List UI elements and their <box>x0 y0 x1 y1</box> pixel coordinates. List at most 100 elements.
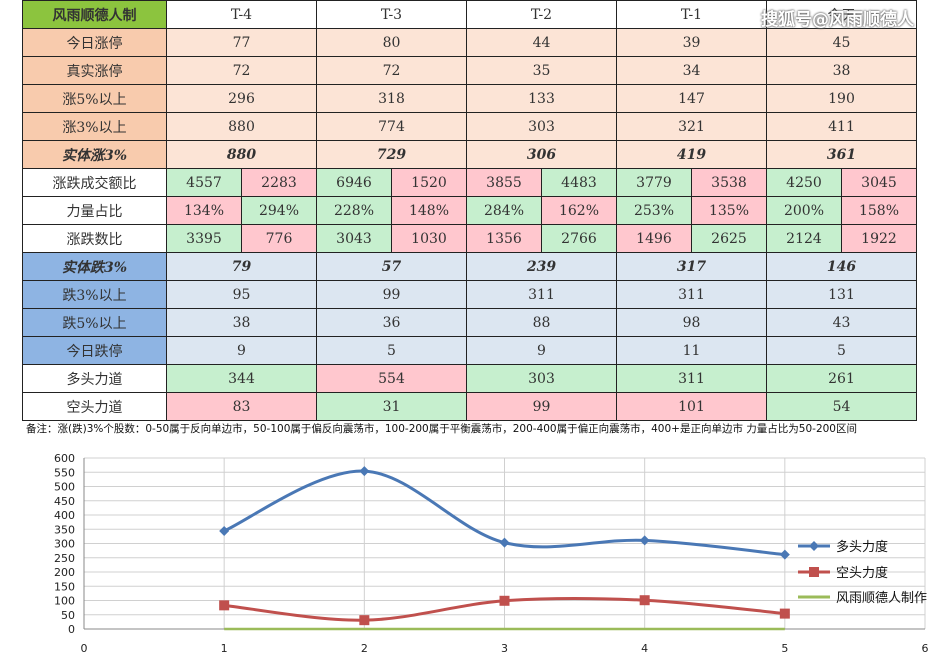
table-cell: 43 <box>766 308 917 337</box>
table-cell: 57 <box>316 252 467 281</box>
y-tick-label: 0 <box>68 623 75 636</box>
table-cell: 2124 <box>766 224 842 253</box>
table-cell: 294% <box>241 196 317 225</box>
table-cell: 284% <box>466 196 542 225</box>
table-cell: 729 <box>316 140 467 169</box>
x-tick-label: 3 <box>501 642 508 655</box>
table-cell: 147 <box>616 84 767 113</box>
watermark: 搜狐号@风雨顺德人 <box>761 10 914 30</box>
column-header: T-2 <box>466 0 617 29</box>
table-cell: 80 <box>316 28 467 57</box>
table-row: 涨跌成交额比 4557 2283 6946 1520 3855 4483 3779 3538 42… <box>22 168 917 197</box>
table-cell: 361 <box>766 140 917 169</box>
row-label: 跌3%以上 <box>22 280 167 309</box>
row-label: 今日跌停 <box>22 336 167 365</box>
table-cell: 99 <box>466 392 617 421</box>
table-cell: 148% <box>391 196 467 225</box>
y-tick-label: 450 <box>54 495 75 508</box>
y-tick-label: 100 <box>54 595 75 608</box>
row-label: 空头力道 <box>22 392 167 421</box>
x-tick-label: 6 <box>922 642 929 655</box>
data-point <box>219 525 230 536</box>
table-row: 跌3%以上 95 99 311 311 131 <box>22 280 917 309</box>
table-row: 多头力道 344 554 303 311 261 <box>22 364 917 393</box>
y-tick-label: 500 <box>54 481 75 494</box>
table-cell: 344 <box>166 364 317 393</box>
header-row: 风雨顺德人制 T-4 T-3 T-2 T-1 今天 <box>22 0 917 29</box>
table-cell: 9 <box>166 336 317 365</box>
table-cell: 39 <box>616 28 767 57</box>
table-cell: 162% <box>541 196 617 225</box>
table-cell: 2625 <box>691 224 767 253</box>
table-cell: 303 <box>466 112 617 141</box>
table-cell: 3538 <box>691 168 767 197</box>
table-cell: 44 <box>466 28 617 57</box>
row-label: 今日涨停 <box>22 28 167 57</box>
table-cell: 3395 <box>166 224 242 253</box>
table-cell: 135% <box>691 196 767 225</box>
data-table: 风雨顺德人制 T-4 T-3 T-2 T-1 今天 今日涨停 77 80 44 39 45 真实涨停 72… <box>22 0 917 421</box>
table-cell: 228% <box>316 196 392 225</box>
data-point <box>359 466 370 477</box>
table-cell: 419 <box>616 140 767 169</box>
spreadsheet: 风雨顺德人制 T-4 T-3 T-2 T-1 今天 今日涨停 77 80 44 39 45 真实涨停 72… <box>0 0 917 435</box>
table-cell: 296 <box>166 84 317 113</box>
table-cell: 79 <box>166 252 317 281</box>
table-cell: 200% <box>766 196 842 225</box>
table-cell: 1030 <box>391 224 467 253</box>
table-row: 涨3%以上 880 774 303 321 411 <box>22 112 917 141</box>
table-cell: 146 <box>766 252 917 281</box>
data-point <box>219 600 230 611</box>
table-cell: 9 <box>466 336 617 365</box>
row-label: 力量占比 <box>22 196 167 225</box>
table-cell: 4250 <box>766 168 842 197</box>
row-label: 真实涨停 <box>22 56 167 85</box>
table-cell: 2766 <box>541 224 617 253</box>
table-row: 力量占比 134% 294% 228% 148% 284% 162% 253% 135% 200%… <box>22 196 917 225</box>
table-cell: 311 <box>466 280 617 309</box>
data-point <box>639 535 650 546</box>
x-tick-label: 4 <box>641 642 648 655</box>
table-cell: 253% <box>616 196 692 225</box>
y-tick-label: 300 <box>54 538 75 551</box>
table-cell: 261 <box>766 364 917 393</box>
row-gutter <box>0 0 22 420</box>
table-cell: 36 <box>316 308 467 337</box>
table-cell: 35 <box>466 56 617 85</box>
table-cell: 318 <box>316 84 467 113</box>
table-cell: 134% <box>166 196 242 225</box>
table-row: 空头力道 83 31 99 101 54 <box>22 392 917 421</box>
column-header: T-4 <box>166 0 317 29</box>
table-cell: 4557 <box>166 168 242 197</box>
table-cell: 1520 <box>391 168 467 197</box>
table-row: 真实涨停 72 72 35 34 38 <box>22 56 917 85</box>
row-label: 涨3%以上 <box>22 112 167 141</box>
note-text: 备注：涨(跌)3%个股数：0-50属于反向单边市，50-100属于偏反向震荡市，… <box>26 423 857 435</box>
table-cell: 83 <box>166 392 317 421</box>
table-cell: 776 <box>241 224 317 253</box>
data-point <box>779 608 790 619</box>
table-cell: 158% <box>841 196 917 225</box>
table-cell: 131 <box>766 280 917 309</box>
table-cell: 3043 <box>316 224 392 253</box>
table-cell: 6946 <box>316 168 392 197</box>
table-cell: 3855 <box>466 168 542 197</box>
x-tick-label: 2 <box>361 642 368 655</box>
table-cell: 411 <box>766 112 917 141</box>
table-cell: 133 <box>466 84 617 113</box>
table-cell: 98 <box>616 308 767 337</box>
table-cell: 101 <box>616 392 767 421</box>
y-tick-label: 400 <box>54 509 75 522</box>
table-cell: 11 <box>616 336 767 365</box>
table-cell: 1356 <box>466 224 542 253</box>
y-tick-label: 350 <box>54 523 75 536</box>
row-label: 多头力道 <box>22 364 167 393</box>
legend-marker <box>809 541 819 551</box>
table-cell: 3779 <box>616 168 692 197</box>
table-title: 风雨顺德人制 <box>22 0 167 29</box>
table-cell: 311 <box>616 280 767 309</box>
legend-marker <box>809 567 819 577</box>
table-cell: 72 <box>166 56 317 85</box>
table-cell: 311 <box>616 364 767 393</box>
table-cell: 1922 <box>841 224 917 253</box>
